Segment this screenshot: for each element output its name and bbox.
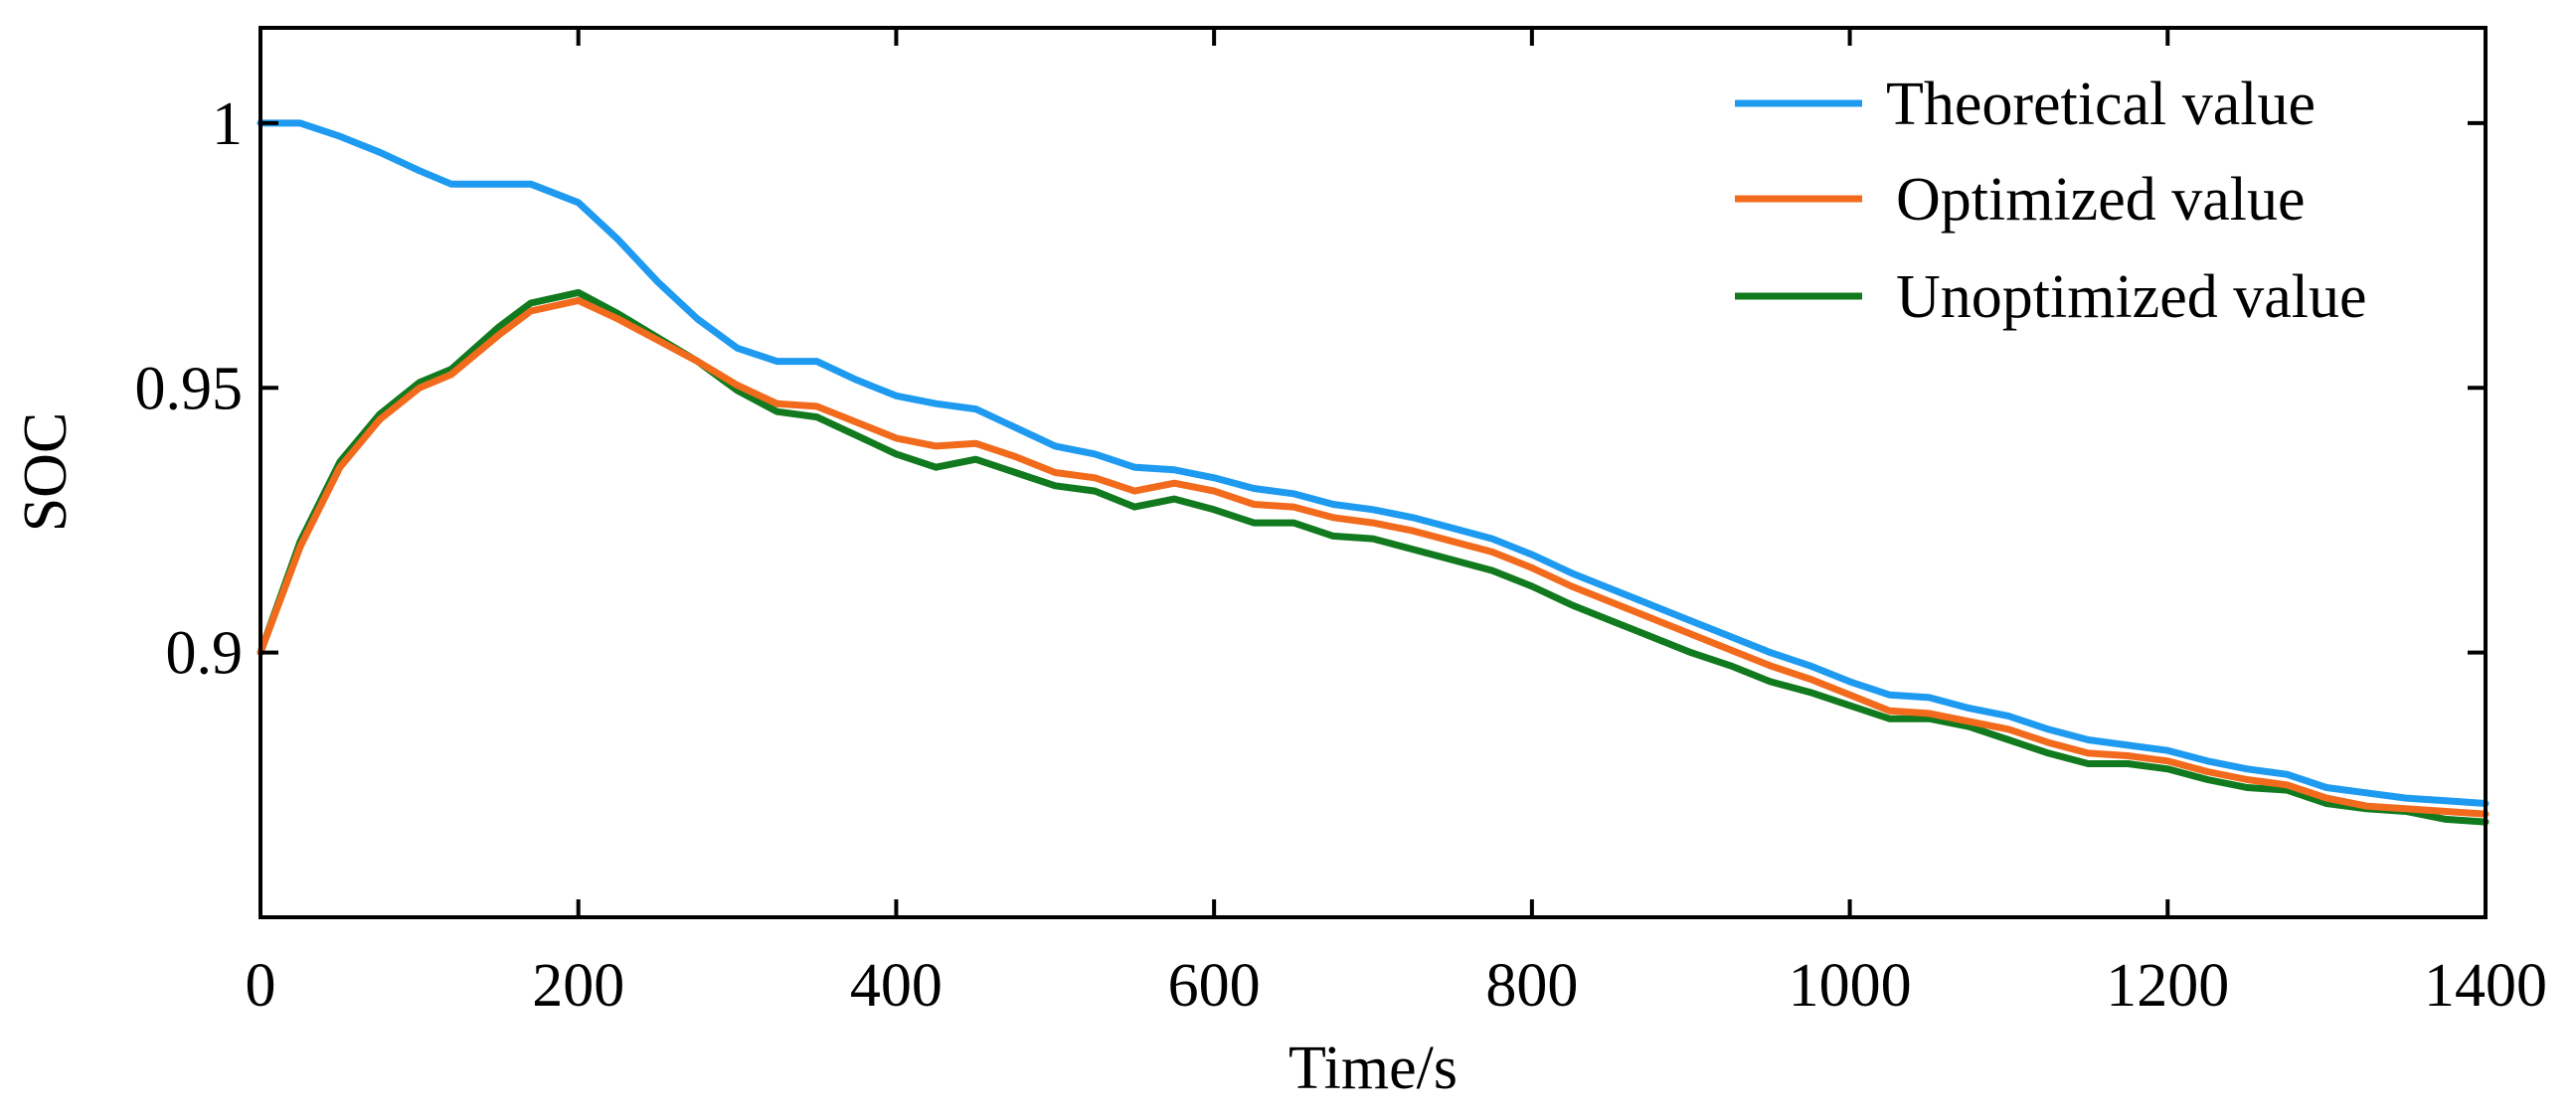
x-axis-title: Time/s — [1288, 1035, 1458, 1102]
x-tick-label: 400 — [850, 952, 943, 1020]
x-tick-label: 1200 — [2106, 952, 2229, 1020]
x-tick-label: 800 — [1485, 952, 1578, 1020]
series-layer — [257, 119, 2490, 826]
y-tick-label: 1 — [212, 90, 243, 158]
x-tick-label: 1400 — [2424, 952, 2547, 1020]
series-line-theoretical-value — [257, 119, 2490, 807]
series-line-optimized-value — [257, 296, 2490, 818]
y-axis-title: SOC — [12, 412, 80, 533]
ticks-layer: 0 200 400 600 800 1000 1200 1400 0.9 0.95 1 — [135, 28, 2547, 1020]
y-tick-label: 0.95 — [135, 355, 244, 422]
y-tick-label: 0.9 — [166, 620, 244, 688]
legend-label: Unoptimized value — [1896, 263, 2366, 331]
x-tick-label: 1000 — [1789, 952, 1912, 1020]
x-tick-label: 600 — [1168, 952, 1261, 1020]
legend: Theoretical value Optimized value Unoptimi… — [1735, 71, 2366, 331]
plot-frame — [258, 26, 2488, 919]
series-line-unoptimized-value — [257, 288, 2490, 826]
x-tick-label: 200 — [532, 952, 624, 1020]
x-tick-label: 0 — [246, 952, 276, 1020]
legend-label: Optimized value — [1896, 166, 2305, 234]
legend-label: Theoretical value — [1886, 71, 2316, 138]
